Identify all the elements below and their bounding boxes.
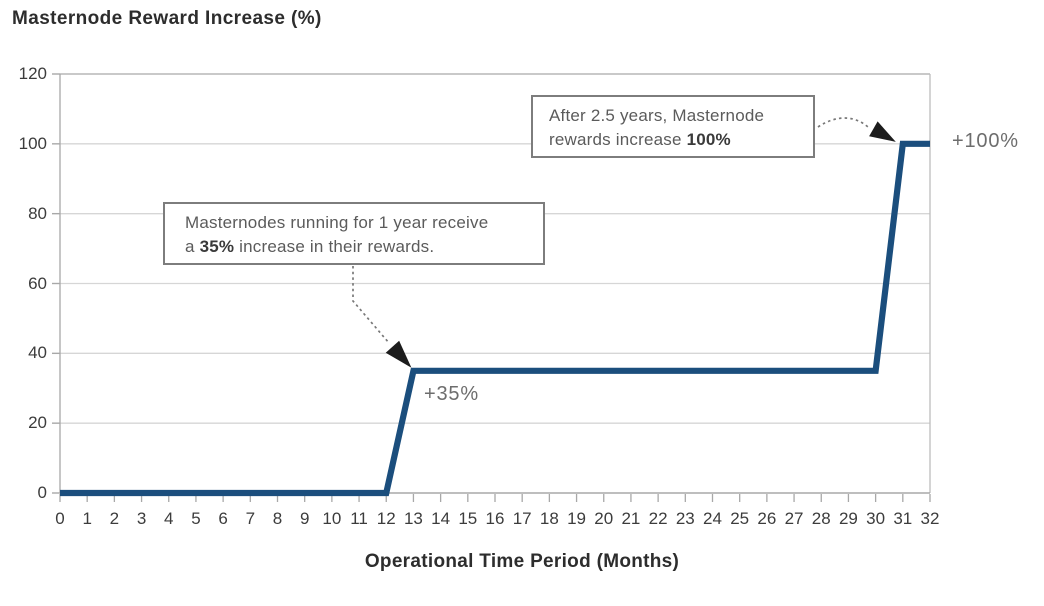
x-tick-label-26: 26 bbox=[757, 509, 777, 528]
x-tick-label-5: 5 bbox=[191, 509, 201, 528]
x-tick-label-29: 29 bbox=[838, 509, 858, 528]
y-tick-label-0: 0 bbox=[37, 483, 47, 502]
x-tick-label-8: 8 bbox=[272, 509, 283, 528]
x-tick-label-19: 19 bbox=[567, 509, 587, 528]
x-tick-label-28: 28 bbox=[811, 509, 831, 528]
y-tick-label-80: 80 bbox=[28, 203, 47, 223]
chart-title: Masternode Reward Increase (%) bbox=[12, 8, 322, 29]
reward-step-line bbox=[60, 140, 930, 497]
x-tick-label-2: 2 bbox=[109, 509, 120, 528]
x-tick-label-27: 27 bbox=[784, 509, 804, 528]
y-tick-label-100: 100 bbox=[18, 133, 47, 153]
y-tick-label-20: 20 bbox=[28, 413, 47, 433]
x-tick-label-17: 17 bbox=[512, 509, 532, 528]
x-tick-label-10: 10 bbox=[322, 509, 342, 528]
annotation-35-line2: a 35% increase in their rewards. bbox=[185, 237, 435, 256]
x-tick-label-24: 24 bbox=[703, 509, 722, 528]
x-tick-label-0: 0 bbox=[55, 509, 65, 528]
x-tick-label-1: 1 bbox=[82, 509, 92, 528]
x-tick-label-14: 14 bbox=[431, 509, 451, 528]
x-tick-label-3: 3 bbox=[136, 509, 147, 528]
x-tick-label-25: 25 bbox=[730, 509, 750, 528]
x-tick-label-12: 12 bbox=[376, 509, 396, 528]
x-tick-label-13: 13 bbox=[403, 509, 423, 528]
x-tick-label-21: 21 bbox=[621, 509, 641, 528]
annotation-35-line1: Masternodes running for 1 year receive bbox=[185, 213, 489, 232]
callout-arrowhead-100 bbox=[869, 121, 896, 142]
annotation-100-line1: After 2.5 years, Masternode bbox=[549, 106, 765, 125]
x-tick-label-31: 31 bbox=[893, 509, 913, 528]
point-label-plus-35: +35% bbox=[424, 383, 479, 405]
x-tick-label-18: 18 bbox=[539, 509, 559, 528]
x-tick-label-4: 4 bbox=[164, 509, 174, 528]
x-axis-title: Operational Time Period (Months) bbox=[364, 551, 680, 572]
y-tick-label-60: 60 bbox=[28, 273, 47, 293]
x-tick-label-15: 15 bbox=[458, 509, 478, 528]
callout-arrow-35-dash bbox=[352, 266, 390, 344]
x-tick-label-7: 7 bbox=[245, 509, 256, 528]
x-tick-label-23: 23 bbox=[675, 509, 695, 528]
point-label-plus-100: +100% bbox=[952, 130, 1019, 152]
x-tick-label-30: 30 bbox=[866, 509, 886, 528]
callout-arrowhead-35 bbox=[385, 340, 412, 368]
x-tick-label-11: 11 bbox=[350, 509, 368, 528]
x-tick-label-32: 32 bbox=[920, 509, 940, 528]
y-tick-label-120: 120 bbox=[18, 64, 47, 83]
x-tick-label-9: 9 bbox=[299, 509, 310, 528]
annotation-box-35: Masternodes running for 1 year receive a… bbox=[163, 202, 545, 265]
y-tick-label-40: 40 bbox=[28, 343, 47, 363]
x-tick-label-16: 16 bbox=[485, 509, 505, 528]
annotation-box-100: After 2.5 years, Masternode rewards incr… bbox=[531, 95, 815, 158]
x-tick-label-20: 20 bbox=[594, 509, 614, 528]
x-tick-label-22: 22 bbox=[648, 509, 668, 528]
callout-arrow-100-dash bbox=[817, 117, 869, 128]
x-tick-label-6: 6 bbox=[218, 509, 228, 528]
annotation-100-line2: rewards increase 100% bbox=[549, 130, 731, 149]
